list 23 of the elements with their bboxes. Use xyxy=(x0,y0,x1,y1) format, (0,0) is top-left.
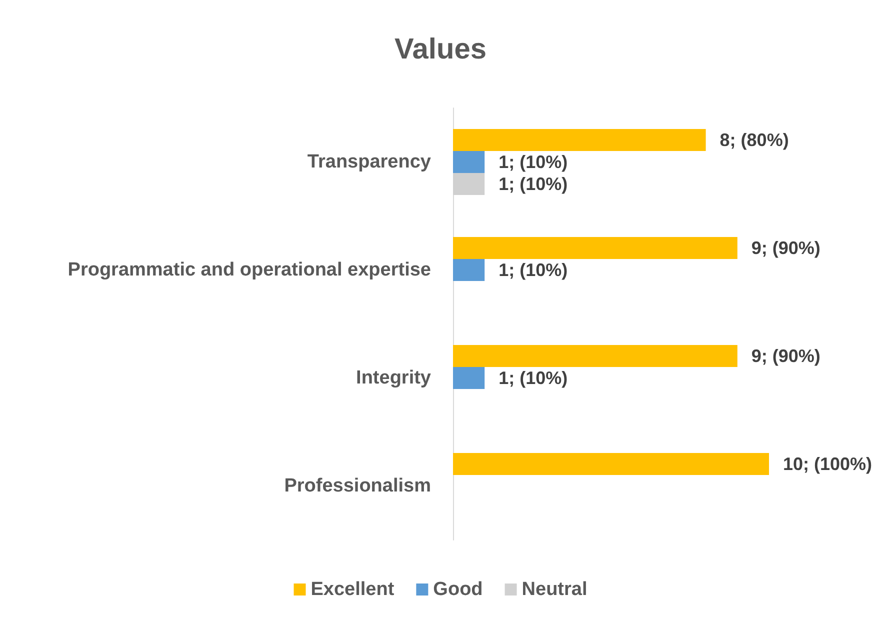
bar xyxy=(453,129,706,151)
chart-title: Values xyxy=(394,34,486,66)
legend-label: Good xyxy=(433,579,483,600)
bar xyxy=(453,367,485,389)
bar xyxy=(453,345,738,367)
bar xyxy=(453,259,485,281)
y-tick-label: Integrity xyxy=(356,368,432,388)
legend-label: Excellent xyxy=(310,579,395,600)
bar xyxy=(453,453,769,475)
data-label: 1; (10%) xyxy=(498,260,568,280)
y-tick-label: Programmatic and operational expertise xyxy=(68,260,431,280)
data-label: 1; (10%) xyxy=(498,368,568,388)
legend-label: Neutral xyxy=(522,579,588,600)
bar xyxy=(453,151,485,173)
data-label: 10; (100%) xyxy=(783,454,872,474)
data-label: 9; (90%) xyxy=(751,346,820,366)
bar xyxy=(453,237,738,259)
y-tick-label: Professionalism xyxy=(284,476,431,496)
data-label: 8; (80%) xyxy=(720,130,789,150)
data-label: 1; (10%) xyxy=(498,152,568,172)
data-label: 1; (10%) xyxy=(498,174,568,194)
data-label: 9; (90%) xyxy=(751,238,820,258)
y-tick-label: Transparency xyxy=(307,152,432,172)
